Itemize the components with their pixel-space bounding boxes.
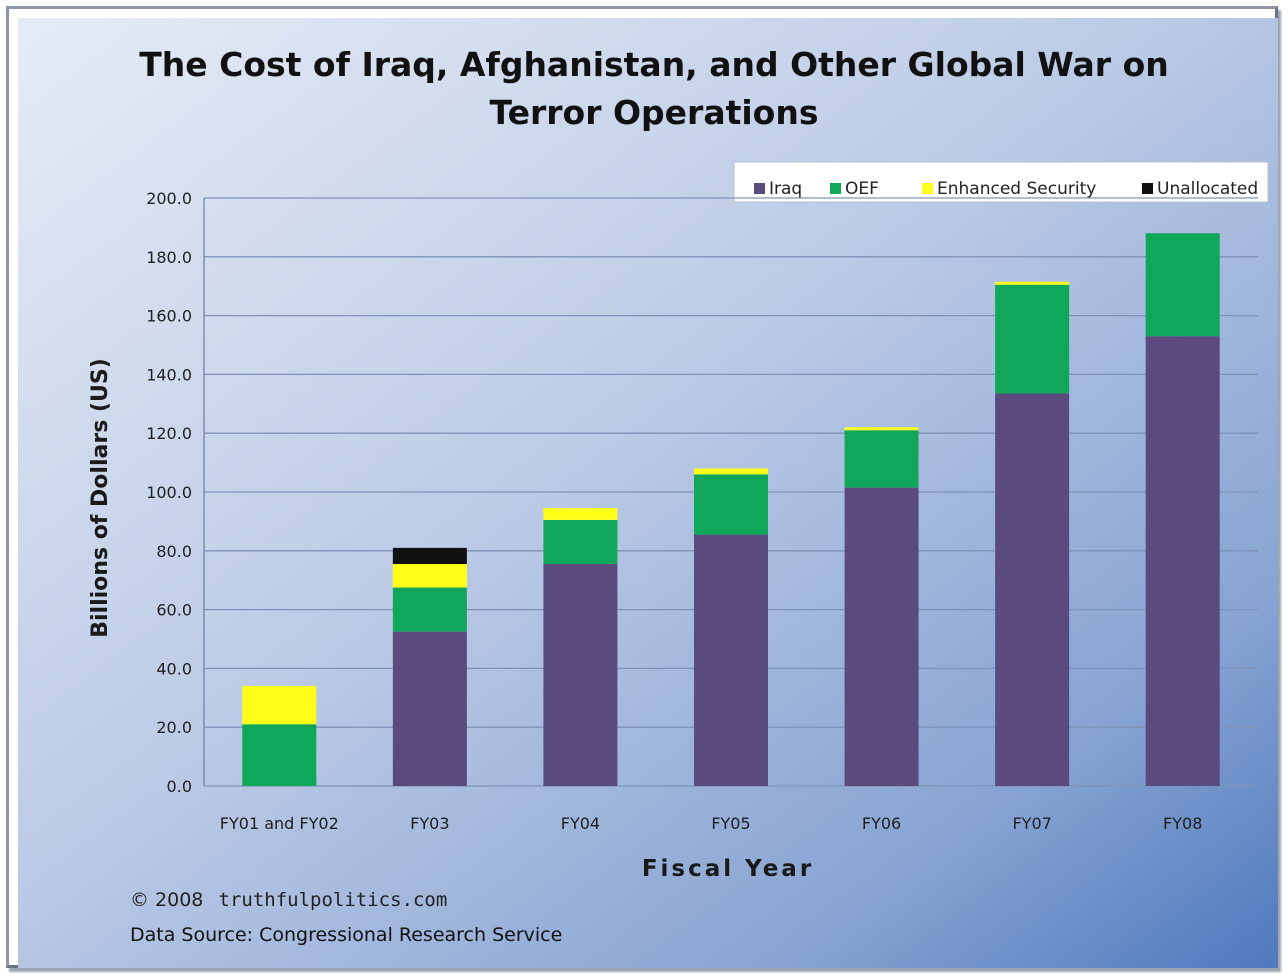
bar-segment-iraq (694, 534, 768, 786)
bar-segment-oef (392, 587, 467, 632)
legend-label: Iraq (769, 179, 802, 199)
x-tick-label: FY07 (1012, 814, 1051, 833)
legend-swatch (754, 183, 765, 194)
x-tick-label: FY05 (711, 814, 750, 833)
copyright-site: truthfulpolitics.com (219, 889, 448, 911)
bar-segment-enhanced-security (543, 508, 618, 520)
y-tick-label: 160.0 (146, 307, 192, 326)
y-tick-label: 200.0 (146, 189, 192, 208)
legend-swatch (922, 183, 933, 194)
bar-segment-iraq (543, 564, 618, 786)
y-tick-label: 60.0 (156, 601, 192, 620)
y-tick-label: 120.0 (146, 424, 192, 443)
bar-segment-enhanced-security (392, 564, 467, 588)
legend: Iraq OEF Enhanced Security Unallocated (733, 161, 1269, 203)
y-axis-ticks: 0.0 20.0 40.0 60.0 80.0 100.0 120.0 140.0 160.0 1… (146, 189, 192, 796)
copyright-symbol: © 2008 (130, 889, 203, 911)
x-tick-label: FY01 and FY02 (220, 814, 339, 833)
y-tick-label: 80.0 (156, 542, 192, 561)
bar-segment-oef (694, 474, 768, 535)
legend-label: OEF (845, 179, 879, 199)
chart-title: The Cost of Iraq, Afghanistan, and Other… (139, 45, 1168, 132)
bar-segment-oef (844, 430, 919, 488)
x-axis-labels: FY01 and FY02 FY03 FY04 FY05 FY06 FY07 FY08 (220, 814, 1203, 833)
bar-segment-oef (995, 284, 1070, 394)
bar-segment-enhanced-security (242, 686, 317, 725)
y-tick-label: 180.0 (146, 248, 192, 267)
legend-box (733, 161, 1269, 203)
chart-frame: The Cost of Iraq, Afghanistan, and Other… (6, 6, 1278, 968)
bar-segment-oef (242, 724, 317, 786)
chart-svg: The Cost of Iraq, Afghanistan, and Other… (18, 18, 1278, 968)
y-axis-title: Billions of Dollars (US) (88, 358, 113, 638)
bar-segment-oef (1145, 233, 1220, 337)
bar-segment-unallocated (392, 547, 467, 565)
bar-segment-enhanced-security (995, 281, 1070, 285)
y-tick-label: 0.0 (167, 777, 192, 796)
bar-segment-iraq (392, 631, 467, 786)
bars (242, 233, 1220, 786)
x-tick-label: FY04 (561, 814, 600, 833)
y-tick-label: 140.0 (146, 365, 192, 384)
legend-swatch (830, 183, 841, 194)
copyright-line: © 2008 truthfulpolitics.com (130, 889, 447, 911)
y-tick-label: 40.0 (156, 659, 192, 678)
bar-segment-iraq (844, 487, 919, 786)
y-tick-label: 20.0 (156, 718, 192, 737)
bar-segment-iraq (1145, 336, 1220, 786)
legend-label: Unallocated (1157, 179, 1258, 199)
x-tick-label: FY08 (1163, 814, 1202, 833)
chart-title-line-2: Terror Operations (490, 93, 819, 132)
bar-segment-iraq (995, 393, 1070, 786)
footer: © 2008 truthfulpolitics.com Data Source:… (130, 889, 562, 946)
legend-label: Enhanced Security (937, 179, 1096, 199)
legend-swatch (1142, 183, 1153, 194)
bar-segment-enhanced-security (694, 468, 768, 475)
x-tick-label: FY03 (410, 814, 449, 833)
chart-title-line-1: The Cost of Iraq, Afghanistan, and Other… (139, 45, 1168, 84)
x-tick-label: FY06 (862, 814, 901, 833)
x-axis-title: Fiscal Year (642, 856, 814, 882)
y-tick-label: 100.0 (146, 483, 192, 502)
bar-segment-oef (543, 519, 618, 565)
chart-background (18, 18, 1278, 968)
bar-segment-enhanced-security (844, 427, 919, 431)
data-source: Data Source: Congressional Research Serv… (130, 924, 562, 946)
